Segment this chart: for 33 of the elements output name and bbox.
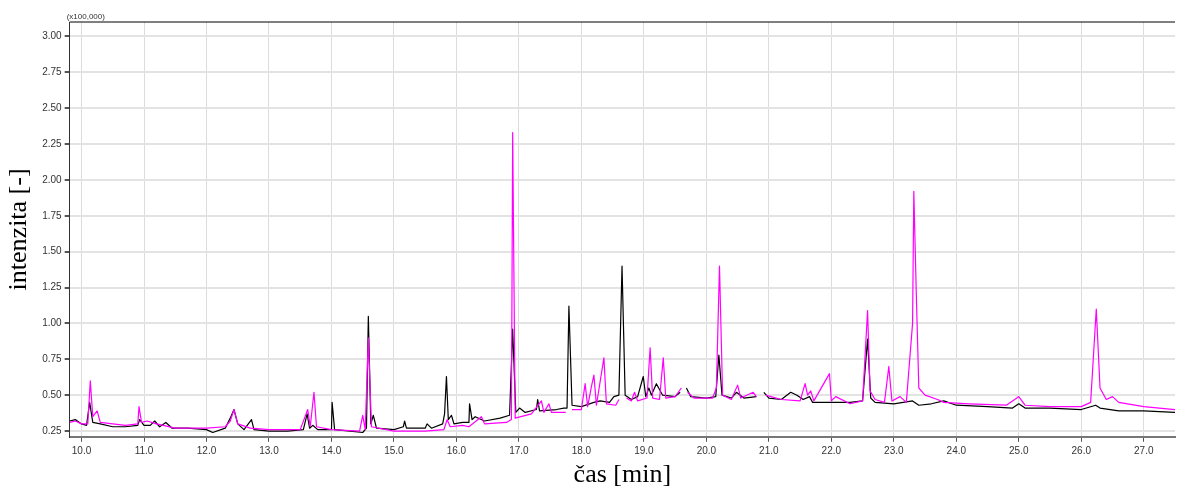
y-tick-label: 1.75 xyxy=(42,209,63,221)
x-tick-label: 17.0 xyxy=(509,444,530,456)
x-tick-label: 27.0 xyxy=(1134,444,1154,456)
text: (x100,000) xyxy=(66,12,106,22)
x-tick-label: 13.0 xyxy=(259,444,280,456)
x-tick-label: 12.0 xyxy=(196,444,217,456)
x-axis-title: čas [min] xyxy=(573,459,672,489)
x-tick-label: 19.0 xyxy=(634,444,655,456)
x-tick-label: 11.0 xyxy=(134,444,154,456)
x-tick-label: 23.0 xyxy=(884,444,904,456)
y-tick-label: 1.25 xyxy=(42,281,63,293)
x-tick-label: 16.0 xyxy=(446,444,467,456)
y-tick-label: 2.50 xyxy=(42,101,63,113)
y-tick-label: 0.25 xyxy=(42,424,63,436)
y-tick-label: 2.75 xyxy=(42,65,63,77)
y-tick-label: 1.00 xyxy=(42,317,63,329)
y-tick-label: 2.00 xyxy=(42,173,63,185)
x-tick-label: 14.0 xyxy=(321,444,342,456)
y-tick-label: 2.25 xyxy=(42,137,63,149)
x-tick-label: 22.0 xyxy=(821,444,842,456)
x-tick-label: 20.0 xyxy=(696,444,717,456)
x-tick-label: 10.0 xyxy=(71,444,92,456)
y-tick-label: 1.50 xyxy=(42,245,63,257)
x-tick-label: 26.0 xyxy=(1071,444,1092,456)
x-tick-label: 24.0 xyxy=(946,444,967,456)
y-tick-label: 0.75 xyxy=(42,353,63,365)
y-axis-title: intenzita [-] xyxy=(3,168,33,291)
x-tick-label: 21.0 xyxy=(759,444,780,456)
y-tick-label: 0.50 xyxy=(42,388,63,400)
x-tick-label: 18.0 xyxy=(571,444,592,456)
x-tick-label: 15.0 xyxy=(384,444,405,456)
y-tick-label: 3.00 xyxy=(42,30,63,42)
x-tick-label: 25.0 xyxy=(1009,444,1029,456)
